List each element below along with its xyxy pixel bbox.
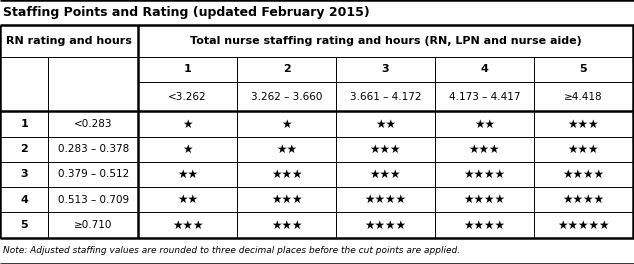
Text: ★: ★	[183, 117, 193, 130]
Text: ★★★: ★★★	[567, 117, 599, 130]
Text: 0.379 – 0.512: 0.379 – 0.512	[58, 169, 129, 180]
Text: ★★★: ★★★	[271, 193, 302, 206]
Text: Note: Adjusted staffing values are rounded to three decimal places before the cu: Note: Adjusted staffing values are round…	[3, 246, 460, 255]
Text: ★★★: ★★★	[172, 219, 204, 232]
Text: ★★★★: ★★★★	[463, 193, 505, 206]
Text: 3.661 – 4.172: 3.661 – 4.172	[350, 92, 421, 102]
Text: 4: 4	[20, 195, 28, 205]
Text: ★★★★★: ★★★★★	[557, 219, 609, 232]
Text: ★★: ★★	[276, 143, 297, 156]
Text: Staffing Points and Rating (updated February 2015): Staffing Points and Rating (updated Febr…	[3, 6, 370, 19]
Text: 4.173 – 4.417: 4.173 – 4.417	[449, 92, 520, 102]
Text: ★★★★: ★★★★	[463, 219, 505, 232]
Text: ★: ★	[183, 143, 193, 156]
Text: 1: 1	[20, 119, 28, 129]
Text: 4: 4	[481, 64, 488, 74]
Text: ★★: ★★	[375, 117, 396, 130]
Text: ★★★: ★★★	[271, 168, 302, 181]
Text: ≥0.710: ≥0.710	[74, 220, 112, 230]
Text: 3.262 – 3.660: 3.262 – 3.660	[251, 92, 322, 102]
Text: RN rating and hours: RN rating and hours	[6, 36, 132, 46]
Text: ≥4.418: ≥4.418	[564, 92, 602, 102]
Text: ★: ★	[281, 117, 292, 130]
Text: 3: 3	[20, 169, 28, 180]
Text: ★★★★: ★★★★	[365, 219, 406, 232]
Text: ★★: ★★	[177, 193, 198, 206]
Text: 2: 2	[283, 64, 290, 74]
Text: ★★★★: ★★★★	[562, 168, 604, 181]
Text: 2: 2	[20, 144, 28, 154]
Text: 0.513 – 0.709: 0.513 – 0.709	[58, 195, 129, 205]
Text: 0.283 – 0.378: 0.283 – 0.378	[58, 144, 129, 154]
Text: ★★★: ★★★	[567, 143, 599, 156]
Text: 5: 5	[579, 64, 587, 74]
Text: 3: 3	[382, 64, 389, 74]
Text: ★★★: ★★★	[271, 219, 302, 232]
Text: <0.283: <0.283	[74, 119, 112, 129]
Text: ★★★: ★★★	[370, 168, 401, 181]
Text: 1: 1	[184, 64, 191, 74]
Text: <3.262: <3.262	[169, 92, 207, 102]
Text: Total nurse staffing rating and hours (RN, LPN and nurse aide): Total nurse staffing rating and hours (R…	[190, 36, 581, 46]
Text: ★★★: ★★★	[370, 143, 401, 156]
Text: ★★★: ★★★	[469, 143, 500, 156]
Text: ★★★★: ★★★★	[562, 193, 604, 206]
Text: ★★: ★★	[474, 117, 495, 130]
Text: ★★: ★★	[177, 168, 198, 181]
Text: 5: 5	[20, 220, 28, 230]
Text: ★★★★: ★★★★	[365, 193, 406, 206]
Text: ★★★★: ★★★★	[463, 168, 505, 181]
